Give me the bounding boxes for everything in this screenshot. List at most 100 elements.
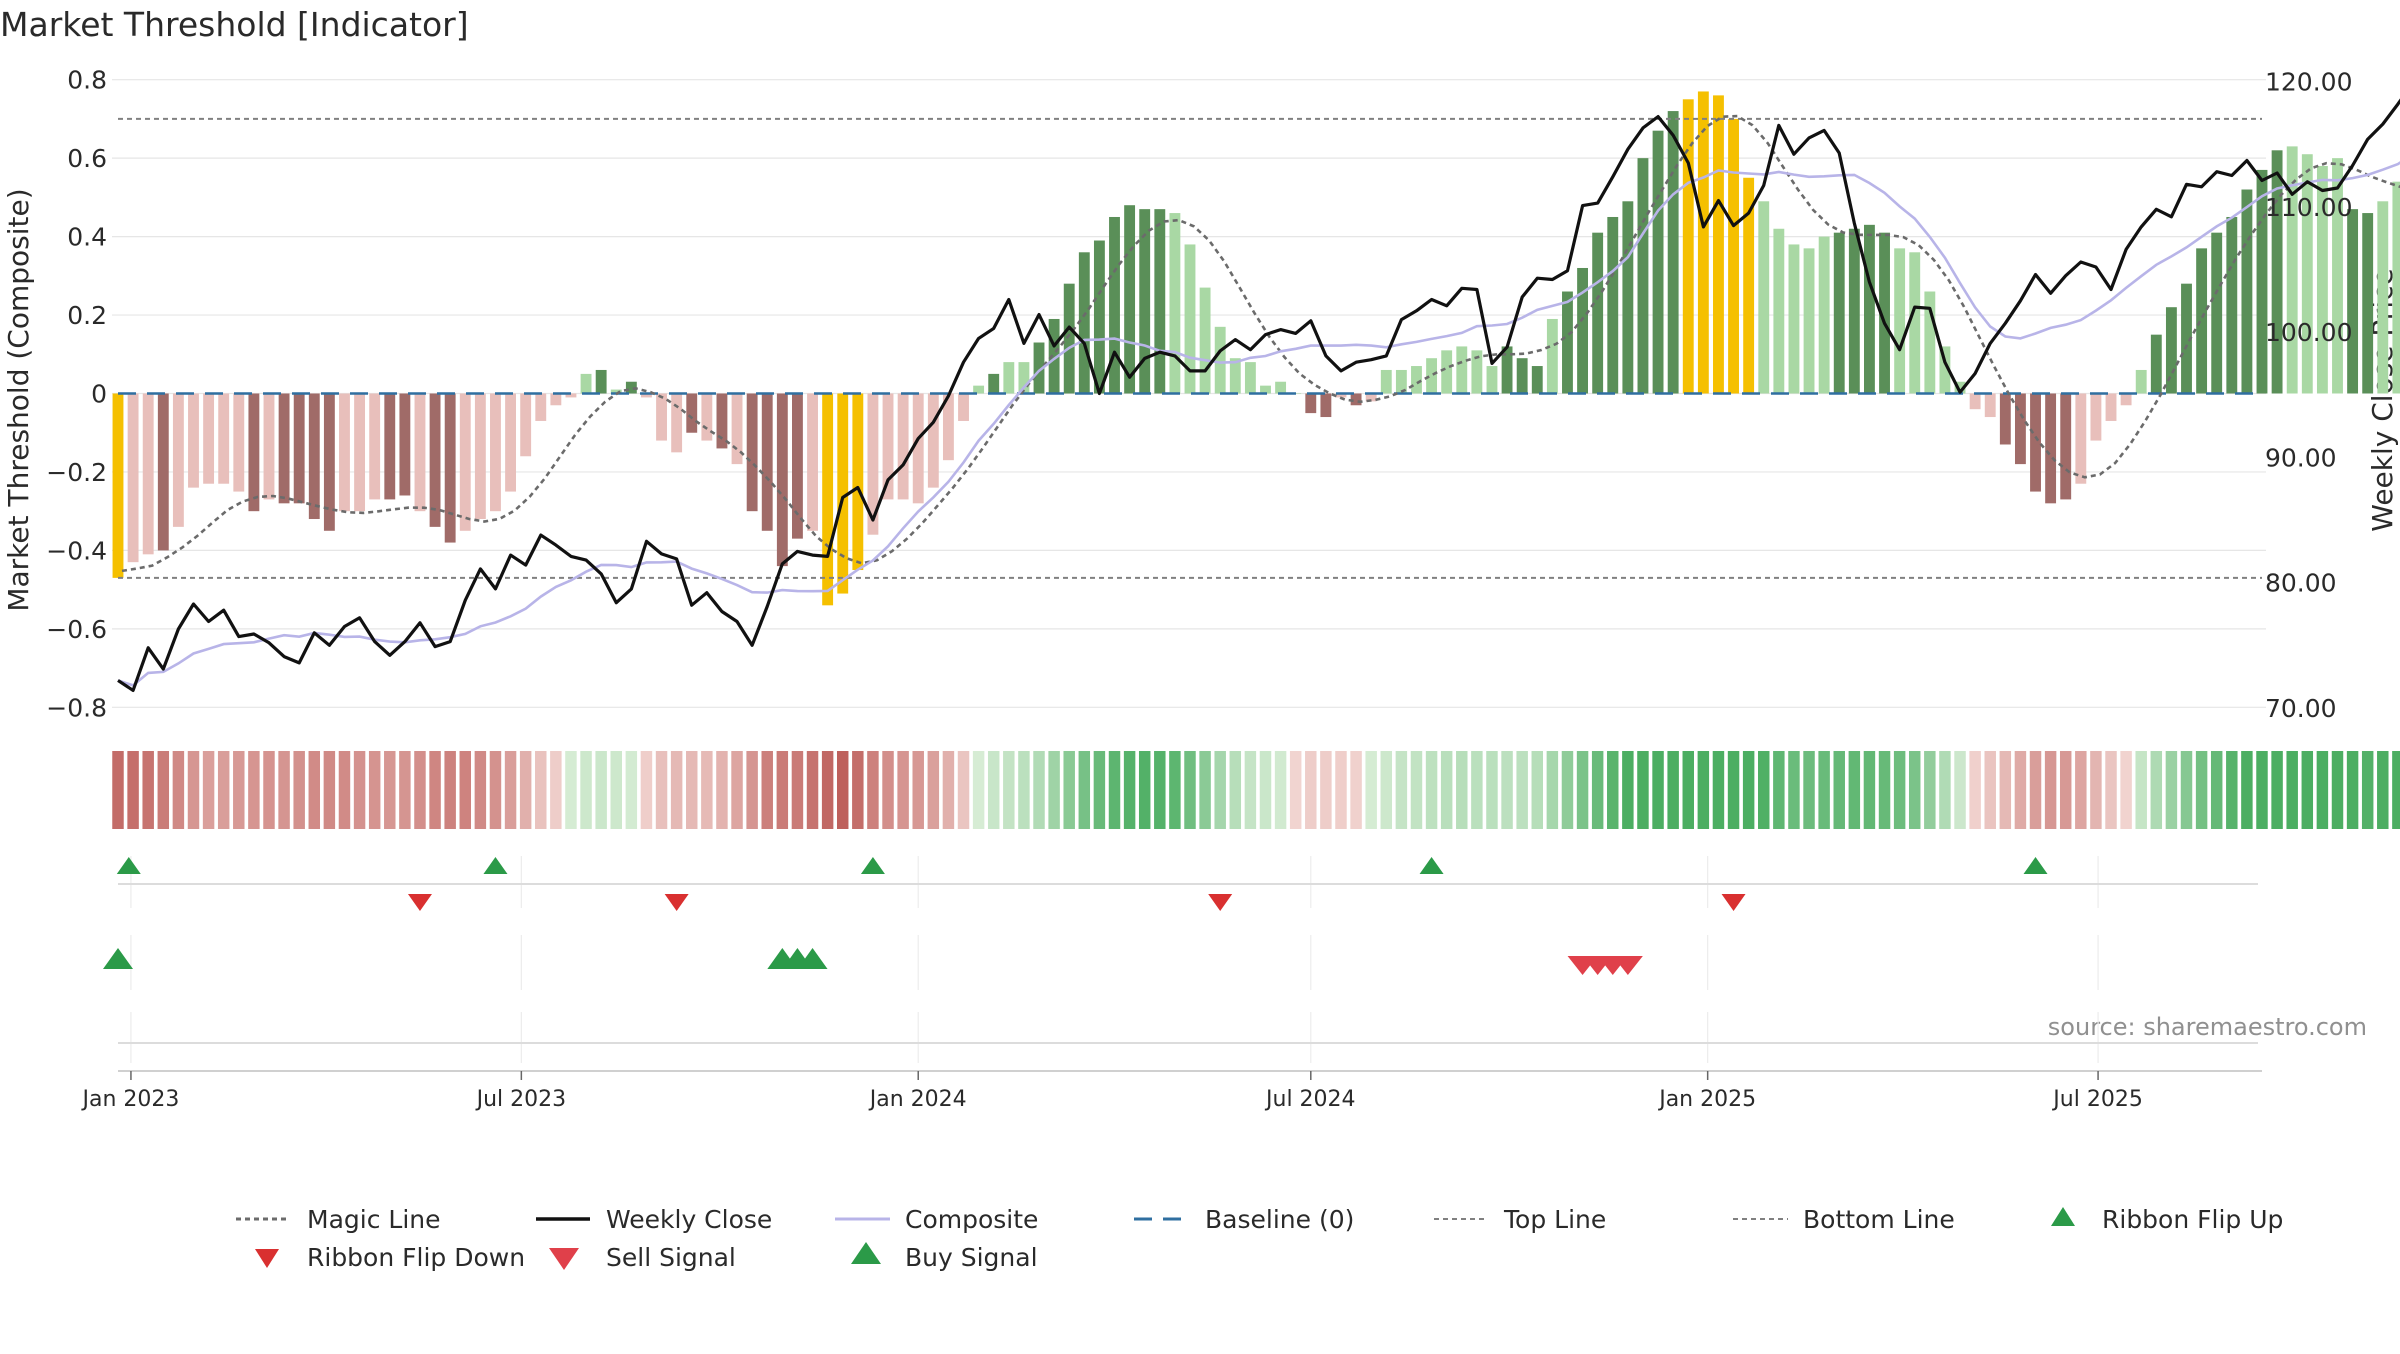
composite-bar [1984, 393, 1996, 418]
composite-bar [505, 393, 516, 492]
composite-bar [2226, 216, 2238, 394]
composite-bar [912, 393, 924, 504]
ribbon-flip-up-marker [2023, 857, 2048, 874]
ribbon-cell [2256, 751, 2268, 829]
legend-baseline-label: Baseline (0) [1205, 1205, 1354, 1234]
composite-bar [1788, 244, 1800, 394]
ribbon-cell [957, 751, 970, 829]
composite-bar [1275, 381, 1287, 394]
ribbon-cell [2316, 751, 2329, 829]
buy-signal-marker [797, 948, 828, 969]
composite-bar [1486, 366, 1498, 394]
composite-bar [1864, 224, 1875, 394]
composite-bar [112, 393, 124, 578]
composite-bar [293, 393, 305, 504]
composite-bar [172, 393, 184, 527]
ribbon-cell [1350, 751, 1362, 829]
composite-bar [550, 393, 562, 406]
ribbon-cell [1199, 751, 1211, 829]
ribbon-cell [1848, 751, 1861, 829]
left-tick-label: −0.4 [46, 536, 107, 565]
composite-bar [2014, 393, 2026, 465]
composite-bar [188, 393, 199, 488]
composite-bar [942, 393, 954, 461]
composite-bar [1411, 366, 1422, 394]
composite-bar [1622, 201, 1634, 394]
ribbon-cell [1063, 751, 1075, 829]
ribbon-flip-up-marker [1419, 857, 1444, 874]
ribbon-cell [2301, 751, 2314, 829]
ribbon-cell [1259, 751, 1272, 829]
composite-bar [1471, 350, 1483, 394]
legend-ribbon-flip-down-marker [255, 1249, 279, 1268]
composite-bar [625, 381, 637, 394]
composite-bar [2241, 189, 2253, 394]
composite-bar [2150, 334, 2162, 394]
ribbon-cell [172, 751, 185, 829]
left-tick-label: 0.8 [67, 66, 107, 95]
ribbon-cell [1229, 751, 1242, 829]
ribbon-cell [1561, 751, 1574, 829]
composite-bar [1924, 291, 1936, 394]
composite-bar [731, 393, 743, 465]
ribbon-cell [867, 751, 879, 829]
ribbon-cell [187, 751, 200, 829]
ribbon-cell [1003, 751, 1015, 829]
legend-composite-label: Composite [905, 1205, 1038, 1234]
ribbon-cell [2226, 751, 2238, 829]
composite-bar [1652, 130, 1664, 394]
ribbon-cell [1878, 751, 1891, 829]
composite-bar [852, 393, 864, 571]
ribbon-cell [2241, 751, 2253, 829]
composite-bar [776, 393, 788, 567]
left-tick-label: 0.6 [67, 144, 107, 173]
composite-bar [1320, 393, 1332, 418]
composite-bar [1592, 232, 1604, 394]
ribbon-cell [2195, 751, 2208, 829]
ribbon-cell [1244, 751, 1257, 829]
composite-bar [973, 385, 985, 394]
composite-bar [1969, 393, 1981, 410]
composite-bar [1214, 326, 1226, 394]
ribbon-cell [233, 751, 245, 829]
ribbon-cell [414, 751, 426, 829]
composite-bar [535, 393, 547, 421]
composite-bar [595, 369, 607, 394]
ribbon-cell [1924, 751, 1936, 829]
composite-bar [1879, 232, 1890, 394]
ribbon-cell [384, 751, 396, 829]
composite-bar [641, 393, 652, 398]
ribbon-cell [1652, 751, 1664, 829]
ribbon-cell [2180, 751, 2193, 829]
ribbon-cell [1305, 751, 1317, 829]
ribbon-cell [565, 751, 577, 829]
composite-bar [1818, 236, 1830, 394]
ribbon-cell [791, 751, 804, 829]
ribbon-cell [1893, 751, 1906, 829]
legend-sell-signal-label: Sell Signal [606, 1243, 736, 1272]
legend-buy-signal-label: Buy Signal [905, 1243, 1038, 1272]
ribbon-cell [2044, 751, 2057, 829]
ribbon-cell [610, 751, 622, 829]
x-tick-label: Jan 2023 [80, 1087, 179, 1112]
ribbon-cell [368, 751, 381, 829]
chart-title: Market Threshold [Indicator] [0, 5, 469, 44]
ribbon-cell [1486, 751, 1498, 829]
ribbon-cell [1788, 751, 1800, 829]
composite-bar [1939, 346, 1951, 394]
legend-bottom-line-label: Bottom Line [1803, 1205, 1955, 1234]
ribbon-cell [655, 751, 668, 829]
magic-line [121, 114, 2400, 573]
ribbon-cell [1214, 751, 1226, 829]
ribbon-cell [1274, 751, 1287, 829]
legend-top-line-label: Top Line [1503, 1205, 1606, 1234]
composite-bar [2377, 201, 2389, 394]
composite-bar [2120, 393, 2132, 406]
ribbon-cell [686, 751, 698, 829]
ribbon-cell [278, 751, 290, 829]
composite-bar [384, 393, 396, 500]
ribbon-cell [1395, 751, 1408, 829]
ribbon-cell [535, 751, 547, 829]
composite-bar [157, 393, 169, 551]
ribbon-cell [263, 751, 275, 829]
